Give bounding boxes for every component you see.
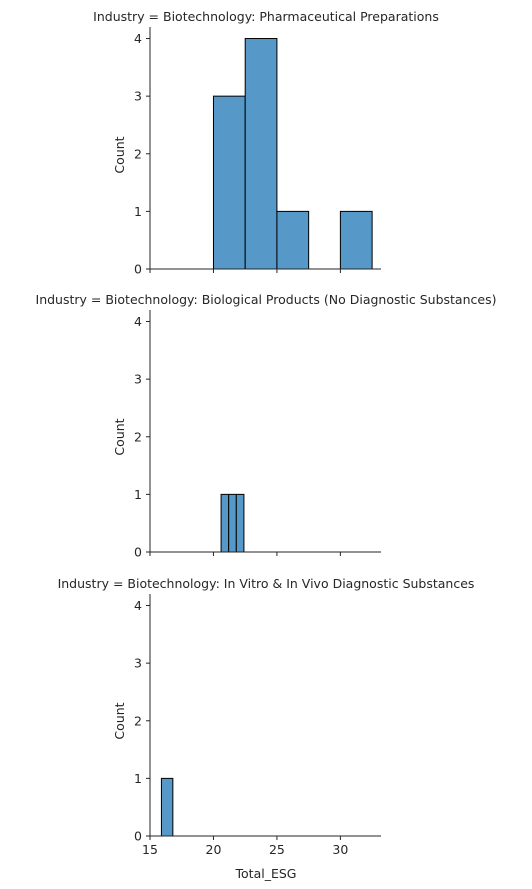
y-axis-label: Count <box>112 702 127 739</box>
panel-title: Industry = Biotechnology: Pharmaceutical… <box>93 9 439 24</box>
y-tick-label: 4 <box>134 598 142 613</box>
x-tick-label: 15 <box>142 842 158 857</box>
panel-1: Industry = Biotechnology: Pharmaceutical… <box>93 9 439 277</box>
histogram-bars <box>212 38 373 270</box>
histogram-bar-2 <box>244 38 278 270</box>
y-tick-label: 0 <box>134 262 142 277</box>
y-tick-label: 4 <box>134 31 142 46</box>
y-axis-label: Count <box>112 418 127 455</box>
y-tick-label: 4 <box>134 314 142 329</box>
axes: 0 1 2 3 4 15 20 25 30 <box>134 594 381 857</box>
x-tick-label: 30 <box>332 842 348 857</box>
y-tick-label: 2 <box>134 429 142 444</box>
panel-2: Industry = Biotechnology: Biological Pro… <box>36 292 497 560</box>
x-tick-label: 25 <box>269 842 285 857</box>
histogram-bar-2 <box>228 493 237 553</box>
axes: 0 1 2 3 4 <box>134 27 381 277</box>
histogram-bar-4 <box>339 210 373 270</box>
histogram-bars <box>220 493 245 553</box>
y-tick-label: 2 <box>134 146 142 161</box>
y-tick-label: 2 <box>134 713 142 728</box>
panel-title: Industry = Biotechnology: In Vitro & In … <box>58 576 475 591</box>
histogram-bar-3 <box>276 210 310 270</box>
histogram-bar-1 <box>160 777 174 837</box>
panel-3: Industry = Biotechnology: In Vitro & In … <box>58 576 475 857</box>
y-tick-label: 3 <box>134 89 142 104</box>
histogram-bar-3 <box>235 493 245 553</box>
x-tick-label: 20 <box>206 842 222 857</box>
histogram-bar-1 <box>212 95 246 270</box>
y-tick-label: 0 <box>134 829 142 844</box>
y-tick-label: 1 <box>134 487 142 502</box>
y-tick-label: 3 <box>134 656 142 671</box>
y-tick-label: 3 <box>134 372 142 387</box>
histogram-bars <box>160 777 174 837</box>
y-tick-label: 0 <box>134 545 142 560</box>
histogram-bar-1 <box>220 493 230 553</box>
x-axis-label: Total_ESG <box>235 866 297 881</box>
panel-title: Industry = Biotechnology: Biological Pro… <box>36 292 497 307</box>
y-axis-label: Count <box>112 136 127 173</box>
y-tick-label: 1 <box>134 771 142 786</box>
y-tick-label: 1 <box>134 204 142 219</box>
axes: 0 1 2 3 4 <box>134 310 381 560</box>
